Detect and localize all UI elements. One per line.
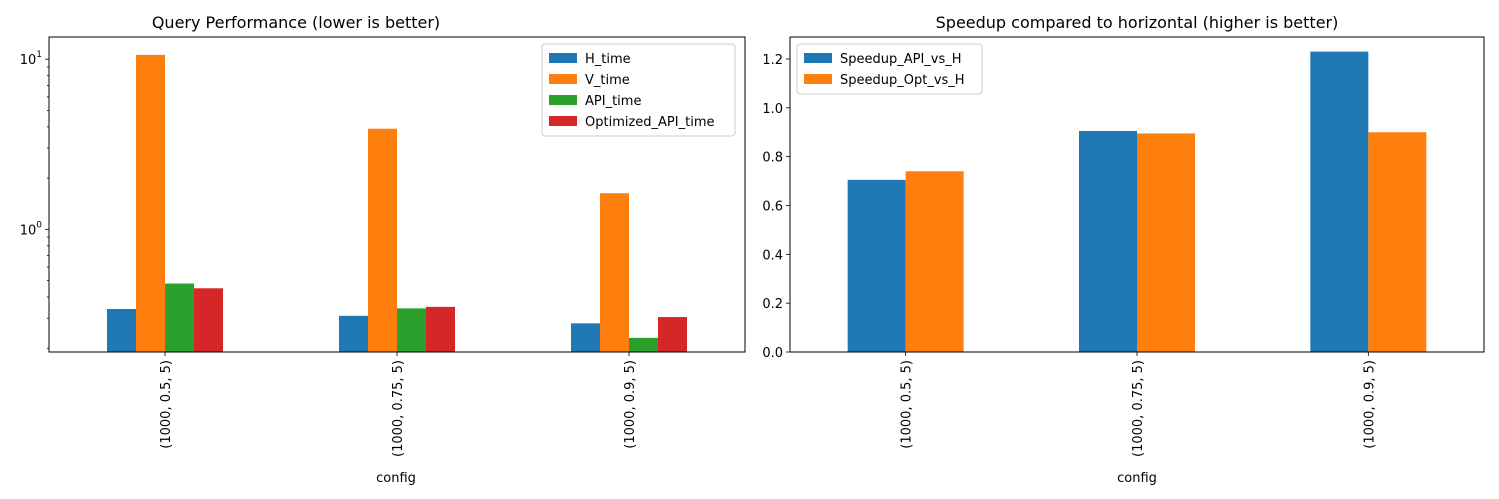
legend-label-speedup-opt-vs-h: Speedup_Opt_vs_H bbox=[840, 73, 965, 88]
bar-optimized-api-time-1 bbox=[194, 288, 223, 352]
y-tick-label-base: 0.0 bbox=[762, 346, 783, 361]
bar-speedup-api-vs-h-2 bbox=[1079, 131, 1137, 352]
bar-speedup-opt-vs-h-2 bbox=[1137, 133, 1195, 352]
x-tick-label: (1000, 0.75, 5) bbox=[391, 360, 406, 457]
bar-h-time-2 bbox=[339, 315, 368, 352]
x-tick-label: (1000, 0.5, 5) bbox=[900, 360, 915, 449]
legend-label-api-time: API_time bbox=[585, 94, 641, 109]
y-tick-label-base: 1.0 bbox=[762, 102, 783, 117]
y-tick-label: 1.2 bbox=[762, 53, 783, 68]
bar-api-time-3 bbox=[629, 337, 658, 352]
chart-title: Query Performance (lower is better) bbox=[152, 13, 440, 32]
y-tick-label-base: 10 bbox=[20, 223, 37, 238]
bar-v-time-3 bbox=[600, 193, 629, 352]
bar-v-time-1 bbox=[136, 54, 165, 353]
x-tick-label: (1000, 0.9, 5) bbox=[1362, 360, 1377, 449]
legend-swatch-speedup-api-vs-h bbox=[804, 53, 832, 63]
legend-swatch-speedup-opt-vs-h bbox=[804, 74, 832, 84]
x-axis-ticks: (1000, 0.5, 5) (1000, 0.75, 5) (1000, 0.9,… bbox=[159, 352, 638, 457]
bar-optimized-api-time-3 bbox=[658, 317, 687, 352]
bar-h-time-3 bbox=[571, 323, 600, 352]
bar-speedup-api-vs-h-1 bbox=[847, 179, 906, 352]
y-tick-label-base: 1.2 bbox=[762, 53, 783, 68]
legend-swatch-optimized-api-time bbox=[549, 116, 577, 126]
y-tick-label-exponent: 1 bbox=[36, 50, 42, 60]
legend-label-v-time: V_time bbox=[585, 73, 630, 88]
bars bbox=[847, 51, 1427, 353]
legend-box bbox=[796, 43, 983, 95]
y-tick-label: 0.6 bbox=[762, 199, 783, 214]
y-tick-label: 100 bbox=[20, 220, 43, 238]
bar-optimized-api-time-2 bbox=[426, 306, 455, 352]
bars bbox=[107, 54, 687, 353]
bar-speedup-api-vs-h-3 bbox=[1310, 51, 1369, 353]
y-tick-label-base: 0.4 bbox=[762, 248, 783, 263]
bar-speedup-opt-vs-h-1 bbox=[905, 171, 964, 352]
x-axis-label: config bbox=[1117, 471, 1157, 486]
x-tick-label: (1000, 0.75, 5) bbox=[1131, 360, 1146, 457]
y-tick-label: 0.2 bbox=[762, 297, 783, 312]
y-tick-label-base: 10 bbox=[20, 53, 37, 68]
chart-title: Speedup compared to horizontal (higher i… bbox=[936, 13, 1339, 32]
chart-query-performance: Query Performance (lower is better) conf… bbox=[20, 13, 746, 486]
x-axis-label: config bbox=[376, 471, 416, 486]
y-tick-label: 101 bbox=[20, 50, 42, 68]
y-axis-ticks: 0.0 0.2 0.4 0.6 0.8 1.0 1.2 bbox=[762, 53, 790, 361]
legend-box bbox=[541, 43, 736, 137]
legend-swatch-h-time bbox=[549, 53, 577, 63]
legend: Speedup_API_vs_H Speedup_Opt_vs_H bbox=[796, 43, 983, 95]
x-tick-label: (1000, 0.9, 5) bbox=[623, 360, 638, 449]
legend-label-speedup-api-vs-h: Speedup_API_vs_H bbox=[840, 52, 962, 67]
y-tick-label-base: 0.8 bbox=[762, 151, 783, 166]
y-tick-label: 0.8 bbox=[762, 151, 783, 166]
legend-label-optimized-api-time: Optimized_API_time bbox=[585, 115, 714, 130]
y-tick-label: 1.0 bbox=[762, 102, 783, 117]
bar-h-time-1 bbox=[107, 309, 136, 352]
y-tick-label: 0.4 bbox=[762, 248, 783, 263]
bar-v-time-2 bbox=[368, 128, 397, 352]
y-tick-label-base: 0.2 bbox=[762, 297, 783, 312]
bar-api-time-1 bbox=[165, 283, 194, 352]
bar-speedup-opt-vs-h-3 bbox=[1368, 132, 1427, 352]
y-tick-label-base: 0.6 bbox=[762, 199, 783, 214]
x-tick-label: (1000, 0.5, 5) bbox=[159, 360, 174, 449]
legend-swatch-v-time bbox=[549, 74, 577, 84]
legend-label-h-time: H_time bbox=[585, 52, 631, 67]
bar-api-time-2 bbox=[397, 308, 426, 352]
legend: H_time V_time API_time Optimized_API_time bbox=[541, 43, 736, 137]
y-tick-label-exponent: 0 bbox=[36, 220, 42, 230]
y-tick-label: 0.0 bbox=[762, 346, 783, 361]
legend-swatch-api-time bbox=[549, 95, 577, 105]
chart-speedup: Speedup compared to horizontal (higher i… bbox=[762, 13, 1485, 486]
x-axis-ticks: (1000, 0.5, 5) (1000, 0.75, 5) (1000, 0.9,… bbox=[900, 352, 1377, 457]
